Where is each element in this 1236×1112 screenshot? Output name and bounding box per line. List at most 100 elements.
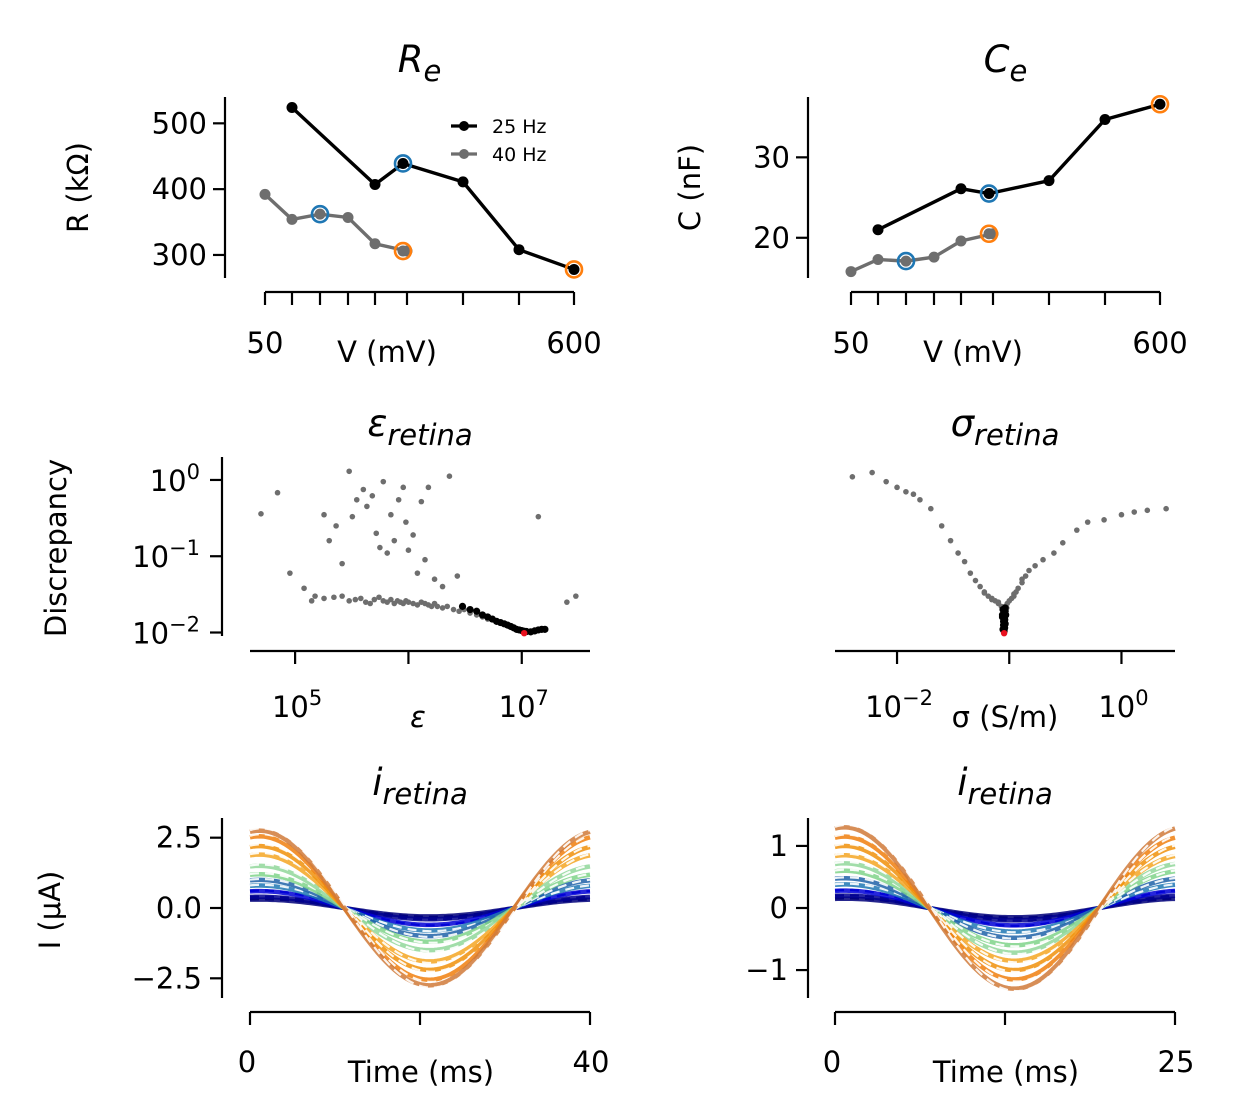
data-point: [369, 238, 381, 250]
model-trace: [834, 825, 1176, 991]
data-point: [872, 224, 884, 236]
scatter-point: [376, 594, 382, 601]
highlight-marker: [393, 154, 413, 173]
scatter-point: [564, 599, 570, 605]
title-subscript: retina: [967, 777, 1052, 811]
scatter-point: [444, 603, 451, 610]
scatter-point: [308, 598, 315, 604]
scatter-point: [380, 478, 387, 485]
x-axis-label: Time (ms): [347, 1055, 494, 1089]
model-trace: [249, 834, 591, 982]
data-point: [1154, 98, 1166, 110]
x-axis-label: Time (ms): [932, 1055, 1079, 1089]
scatter-point: [405, 547, 412, 553]
scatter-point: [910, 491, 917, 498]
data-point: [872, 253, 884, 265]
data-trace: [834, 876, 1176, 940]
best-point: [520, 629, 528, 637]
scatter-point: [903, 488, 909, 495]
title-subscript: e: [1010, 54, 1028, 88]
scatter-point: [883, 478, 889, 485]
scatter-point: [1074, 527, 1080, 533]
scatter-point: [353, 496, 360, 503]
scatter-point: [955, 550, 961, 556]
scatter-point: [377, 544, 383, 551]
scatter-point: [947, 537, 954, 544]
scatter-point: [326, 537, 333, 544]
tick-base: 10: [1098, 690, 1135, 724]
highlight-marker: [564, 260, 584, 279]
scatter-point: [450, 606, 457, 613]
scatter-point: [352, 596, 359, 603]
scatter-point: [364, 503, 370, 510]
scatter-point: [961, 558, 968, 565]
chart-title: εretina: [367, 402, 472, 452]
scatter-point: [1032, 562, 1038, 569]
scatter-point: [321, 511, 327, 518]
scatter-point: [405, 599, 412, 605]
y-tick-label: 500: [152, 106, 207, 140]
scatter-point: [403, 519, 409, 525]
scatter-point: [938, 523, 945, 529]
tick-base: 10: [499, 690, 536, 724]
x-tick-label: 600: [1132, 326, 1187, 360]
panel-ce: Ce 50 600 V (mV) 20 30 C (nF): [673, 38, 1188, 369]
scatter-point: [418, 498, 425, 505]
scatter-point: [425, 484, 432, 491]
scatter-point: [849, 474, 856, 480]
chart-title: iretina: [372, 761, 468, 811]
top-point: [458, 602, 467, 610]
scatter-point: [1015, 585, 1021, 592]
scatter-point: [967, 570, 974, 576]
data-point: [845, 266, 857, 278]
highlight-marker: [1150, 94, 1170, 114]
top-point: [466, 605, 474, 614]
scatter-point: [1051, 550, 1057, 556]
scatter-point: [981, 590, 988, 596]
scatter-point: [1011, 591, 1017, 597]
scatter-point: [349, 513, 356, 520]
x-tick-label: 50: [833, 326, 870, 360]
model-trace: [249, 828, 591, 988]
scatter-point: [258, 511, 264, 517]
scatter-point: [360, 486, 367, 493]
y-tick-label: 0.0: [156, 891, 202, 925]
scatter-point: [977, 583, 983, 590]
scatter-point: [1040, 556, 1046, 563]
tick-exponent: 0: [1135, 686, 1148, 710]
scatter-point: [434, 603, 441, 610]
scatter-point: [414, 602, 421, 608]
data-point: [568, 263, 580, 275]
data-point: [369, 179, 381, 191]
y-tick-label: 400: [152, 172, 207, 206]
legend-label: 40 Hz: [492, 144, 547, 166]
scatter-point: [346, 598, 352, 604]
scatter-point: [1131, 509, 1138, 515]
x-tick-label: 40: [573, 1045, 610, 1079]
y-tick-label: 300: [152, 238, 207, 272]
data-point: [342, 211, 354, 223]
title-main: R: [398, 38, 424, 81]
scatter-point: [1101, 517, 1107, 523]
data-point: [286, 102, 298, 114]
y-axis-label: I (μA): [33, 871, 67, 950]
data-point: [314, 208, 326, 220]
tick-base: 10: [272, 690, 309, 724]
tick-exponent: 5: [309, 686, 322, 710]
data-point: [259, 188, 271, 200]
chart-title: Ce: [984, 38, 1028, 88]
scatter-point: [274, 489, 281, 496]
title-subscript: retina: [974, 418, 1059, 452]
data-point: [983, 188, 995, 200]
tick-exponent: 0: [187, 460, 200, 484]
data-trace: [834, 823, 1176, 993]
scatter-point: [369, 492, 376, 499]
best-point: [1000, 629, 1008, 637]
data-point: [513, 244, 525, 256]
legend-marker: [459, 149, 469, 159]
scatter-point: [339, 560, 345, 567]
y-axis-label: C (nF): [673, 144, 707, 231]
scatter-point: [894, 484, 900, 491]
y-tick-label: 2.5: [156, 821, 202, 855]
